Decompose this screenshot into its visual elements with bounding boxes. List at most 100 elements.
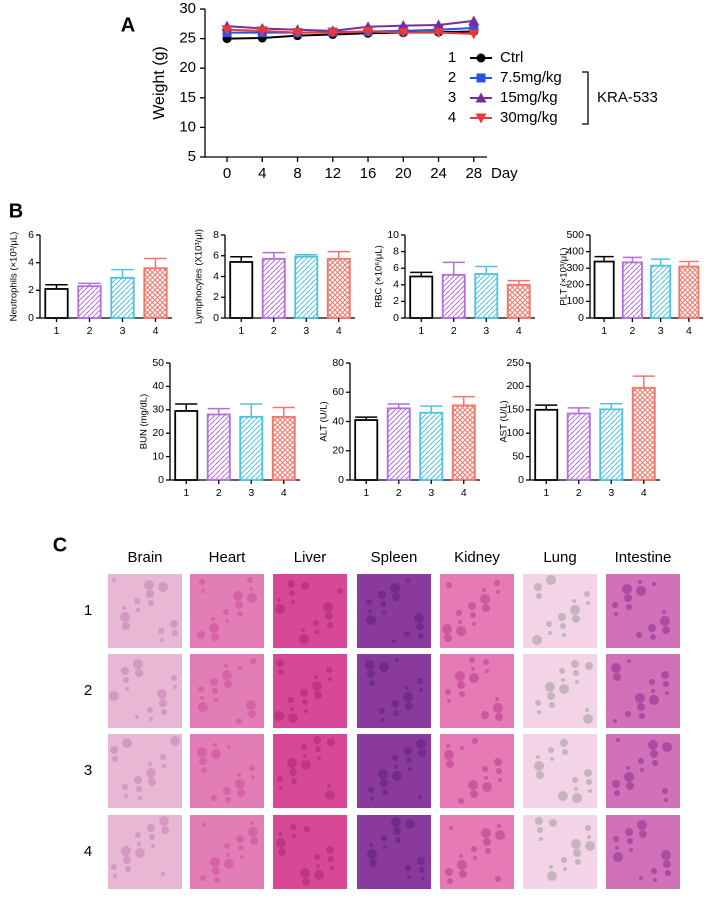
x-tick-label: 4: [258, 165, 266, 182]
x-tick-label: 3: [303, 325, 309, 337]
tissue-detail: [547, 692, 555, 700]
tissue-detail: [480, 594, 490, 604]
tissue-detail: [237, 789, 245, 797]
tissue-detail: [444, 750, 454, 760]
y-tick-label: 150: [506, 404, 524, 416]
tissue-detail: [112, 756, 118, 762]
bar: [409, 275, 434, 319]
tissue-detail: [214, 698, 218, 702]
tissue-detail: [326, 846, 334, 854]
y-tick-label: 10: [152, 450, 164, 462]
tissue-detail: [405, 686, 409, 690]
tissue-detail: [417, 678, 423, 684]
tissue-detail: [251, 775, 255, 779]
legend-group-label: KRA-533: [597, 89, 658, 106]
tissue-detail: [144, 580, 154, 590]
tissue-detail: [316, 864, 320, 868]
tissue-detail: [571, 660, 579, 668]
tissue-detail: [637, 703, 645, 711]
marker: [362, 26, 374, 37]
tissue-detail: [446, 760, 454, 768]
tissue-detail: [172, 630, 178, 636]
y-tick-label: 250: [506, 357, 524, 369]
tissue-detail: [162, 764, 166, 768]
histology-image: [440, 734, 514, 808]
legend-bracket: [582, 71, 589, 125]
tissue-detail: [394, 765, 398, 769]
tissue-detail: [571, 839, 581, 849]
tissue-detail: [471, 667, 475, 671]
y-tick-label: 0: [338, 474, 344, 486]
x-tick-label: 2: [451, 325, 457, 337]
tissue-detail: [494, 758, 502, 766]
x-tick-label: 4: [516, 325, 522, 337]
x-tick-label: 2: [216, 487, 222, 499]
tissue-detail: [585, 662, 593, 670]
tissue: [108, 734, 182, 808]
tissue-detail: [330, 866, 334, 870]
y-tick-label: 200: [566, 279, 584, 291]
series-line: [226, 19, 474, 32]
tissue-detail: [301, 744, 307, 750]
tissue-detail: [391, 817, 401, 827]
tissue-detail: [370, 797, 374, 801]
y-axis-label: PLT (×10³/μL): [559, 247, 570, 305]
tissue-detail: [629, 848, 633, 852]
tissue-detail: [212, 867, 220, 875]
tissue-detail: [135, 832, 141, 838]
bar: [229, 261, 254, 319]
tissue-detail: [627, 838, 633, 844]
y-tick-label: 50: [512, 450, 524, 462]
tissue-detail: [383, 845, 387, 849]
tissue-detail: [288, 697, 294, 703]
bar: [271, 415, 296, 481]
marker: [468, 29, 480, 40]
tissue-detail: [134, 776, 142, 784]
row-label: 1: [84, 602, 92, 619]
tissue-detail: [483, 838, 491, 846]
tissue-detail: [585, 708, 589, 712]
tissue-detail: [661, 850, 671, 860]
tissue-detail: [300, 868, 310, 878]
tissue-detail: [312, 681, 322, 691]
tissue-detail: [449, 826, 453, 830]
tissue-detail: [575, 859, 581, 865]
tissue-detail: [149, 834, 155, 840]
tissue-detail: [328, 677, 332, 681]
panel-label: A: [121, 14, 135, 36]
tissue-detail: [663, 860, 671, 868]
tissue-detail: [652, 760, 658, 766]
tissue-detail: [495, 876, 501, 882]
tissue-detail: [148, 762, 152, 766]
tissue-detail: [546, 575, 556, 585]
tissue-detail: [157, 689, 167, 699]
tissue-detail: [536, 771, 544, 779]
tissue-detail: [113, 874, 117, 878]
histology-image: [523, 734, 597, 808]
tissue-detail: [563, 867, 567, 871]
tissue-detail: [278, 832, 282, 836]
tissue-detail: [391, 700, 399, 708]
tissue-detail: [661, 671, 669, 679]
tissue-detail: [470, 790, 478, 798]
bar: [451, 404, 476, 481]
y-tick-label: 50: [152, 357, 164, 369]
tissue-detail: [379, 662, 389, 672]
tissue-detail: [247, 577, 253, 583]
tissue-detail: [626, 766, 630, 770]
tissue-detail: [138, 796, 142, 800]
tissue-detail: [558, 791, 568, 801]
tissue-detail: [313, 736, 321, 744]
tissue-detail: [613, 836, 619, 842]
tissue-detail: [225, 619, 229, 623]
y-tick-label: 4: [28, 256, 34, 268]
legend-number: 3: [448, 89, 456, 106]
bar: [206, 413, 231, 481]
tissue-detail: [378, 769, 388, 779]
tissue-detail: [198, 702, 208, 712]
tissue-detail: [392, 771, 402, 781]
tissue-detail: [648, 624, 656, 632]
tissue-detail: [277, 776, 283, 782]
tissue-detail: [536, 593, 542, 599]
tissue-detail: [406, 757, 412, 763]
